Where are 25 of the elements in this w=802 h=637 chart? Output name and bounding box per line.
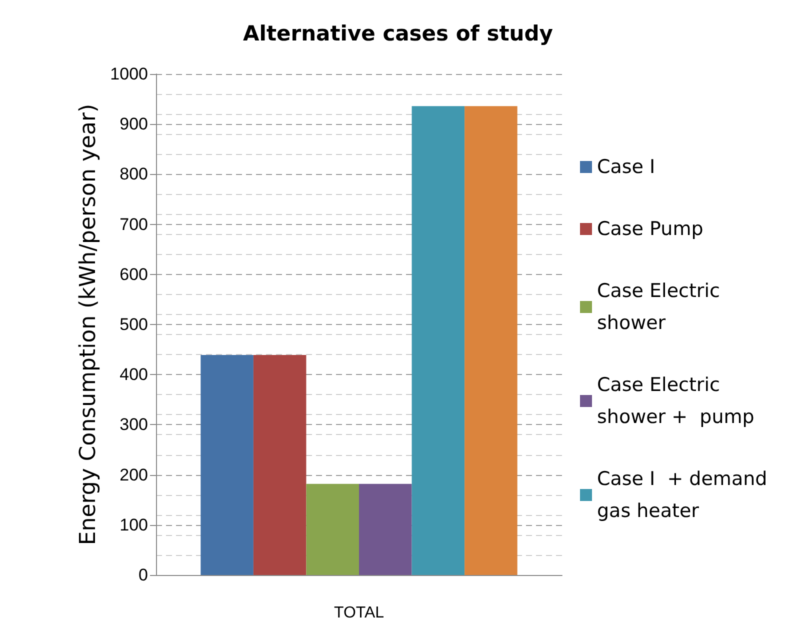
y-tick-label: 800: [120, 164, 148, 184]
y-axis-title: Energy Consumption (kWh/person year): [76, 104, 101, 546]
y-tick-label: 300: [120, 415, 148, 434]
y-tick-label: 500: [120, 315, 148, 334]
y-tick-label: 400: [120, 365, 148, 384]
y-tick-label: 600: [120, 264, 148, 284]
y-tick-label: 900: [120, 114, 148, 134]
y-tick-label: 700: [120, 214, 148, 234]
legend-label: Case I + demand gas heater: [597, 468, 774, 522]
chart-title: Alternative cases of study: [243, 22, 554, 46]
legend-label: Case Electric shower + pump: [597, 374, 754, 428]
bar: [253, 355, 306, 575]
y-tick-label: 200: [120, 465, 148, 484]
bar: [464, 106, 518, 575]
y-tick-label: 0: [138, 566, 148, 584]
bar: [200, 355, 254, 575]
bar: [412, 106, 465, 575]
x-tick-label: TOTAL: [334, 604, 384, 622]
legend-label: Case Pump: [597, 218, 704, 240]
y-tick-label: 100: [120, 515, 148, 534]
y-tick-label: 1000: [110, 64, 148, 84]
bar: [359, 484, 412, 575]
legend-label: Case Electric shower: [597, 280, 726, 334]
legend-label: Case I: [597, 156, 656, 178]
bar: [306, 484, 359, 575]
